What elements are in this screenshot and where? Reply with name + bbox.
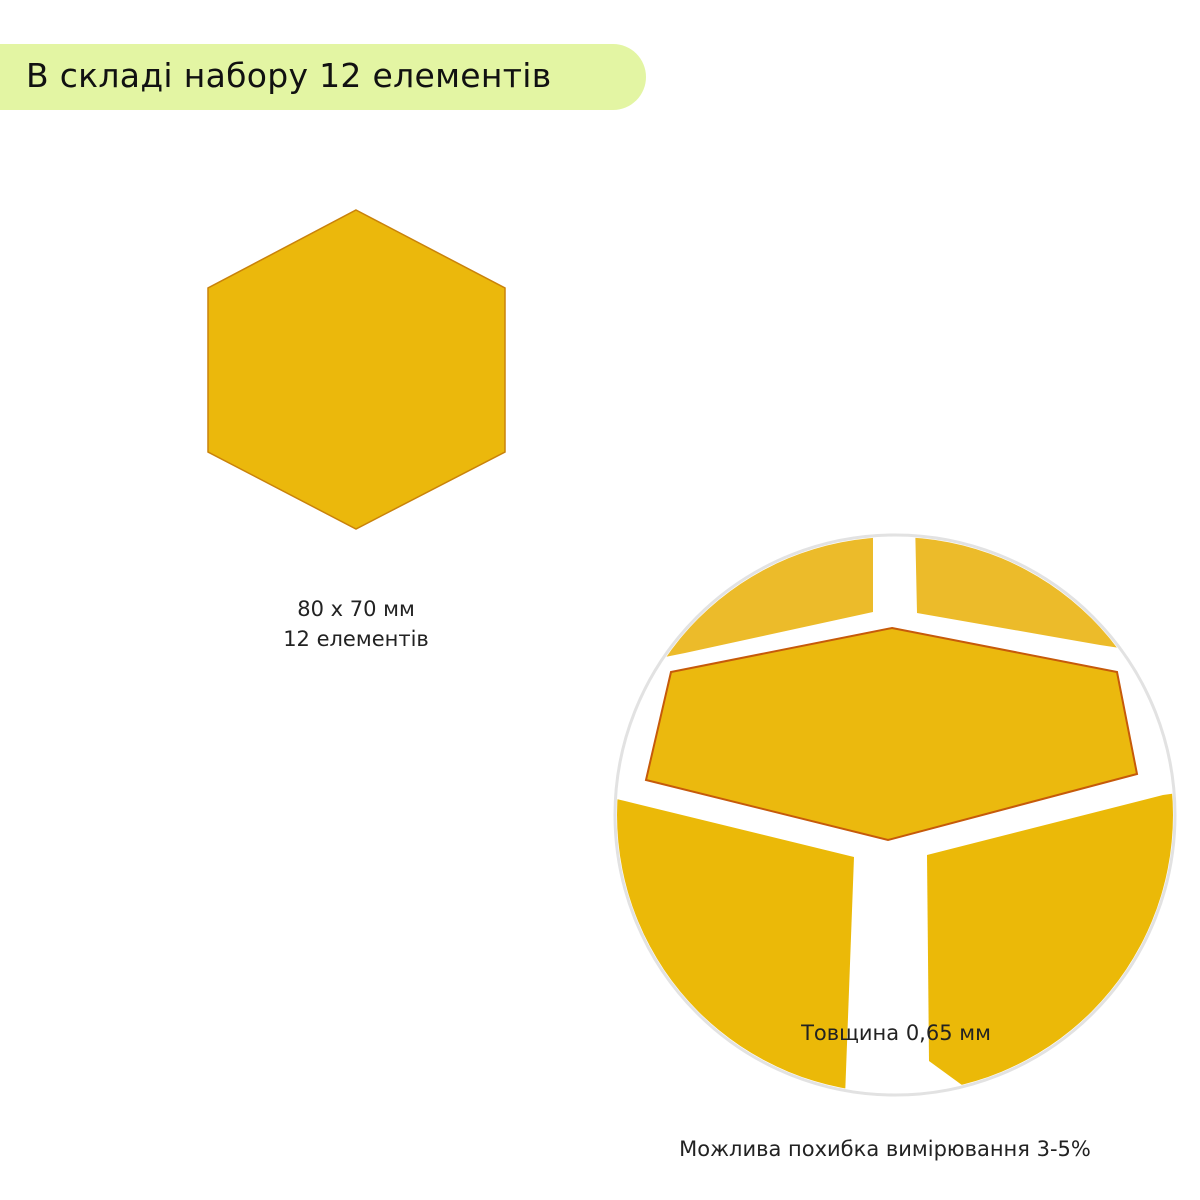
- header-banner: В складі набору 12 елементів: [0, 44, 646, 110]
- piece-bottom-left: [617, 795, 854, 1093]
- item-count: 12 елементів: [283, 627, 429, 651]
- piece-bottom-right: [927, 790, 1173, 1093]
- item-size: 80 x 70 мм: [297, 597, 415, 621]
- piece-center-hexagon: [644, 626, 1139, 842]
- header-title: В складі набору 12 елементів: [26, 56, 552, 95]
- thickness-label: Товщина 0,65 мм: [801, 1021, 991, 1045]
- measurement-note: Можлива похибка вимірювання 3-5%: [679, 1137, 1091, 1161]
- hexagon-element: [207, 209, 506, 530]
- item-caption: 80 x 70 мм 12 елементів: [206, 594, 506, 654]
